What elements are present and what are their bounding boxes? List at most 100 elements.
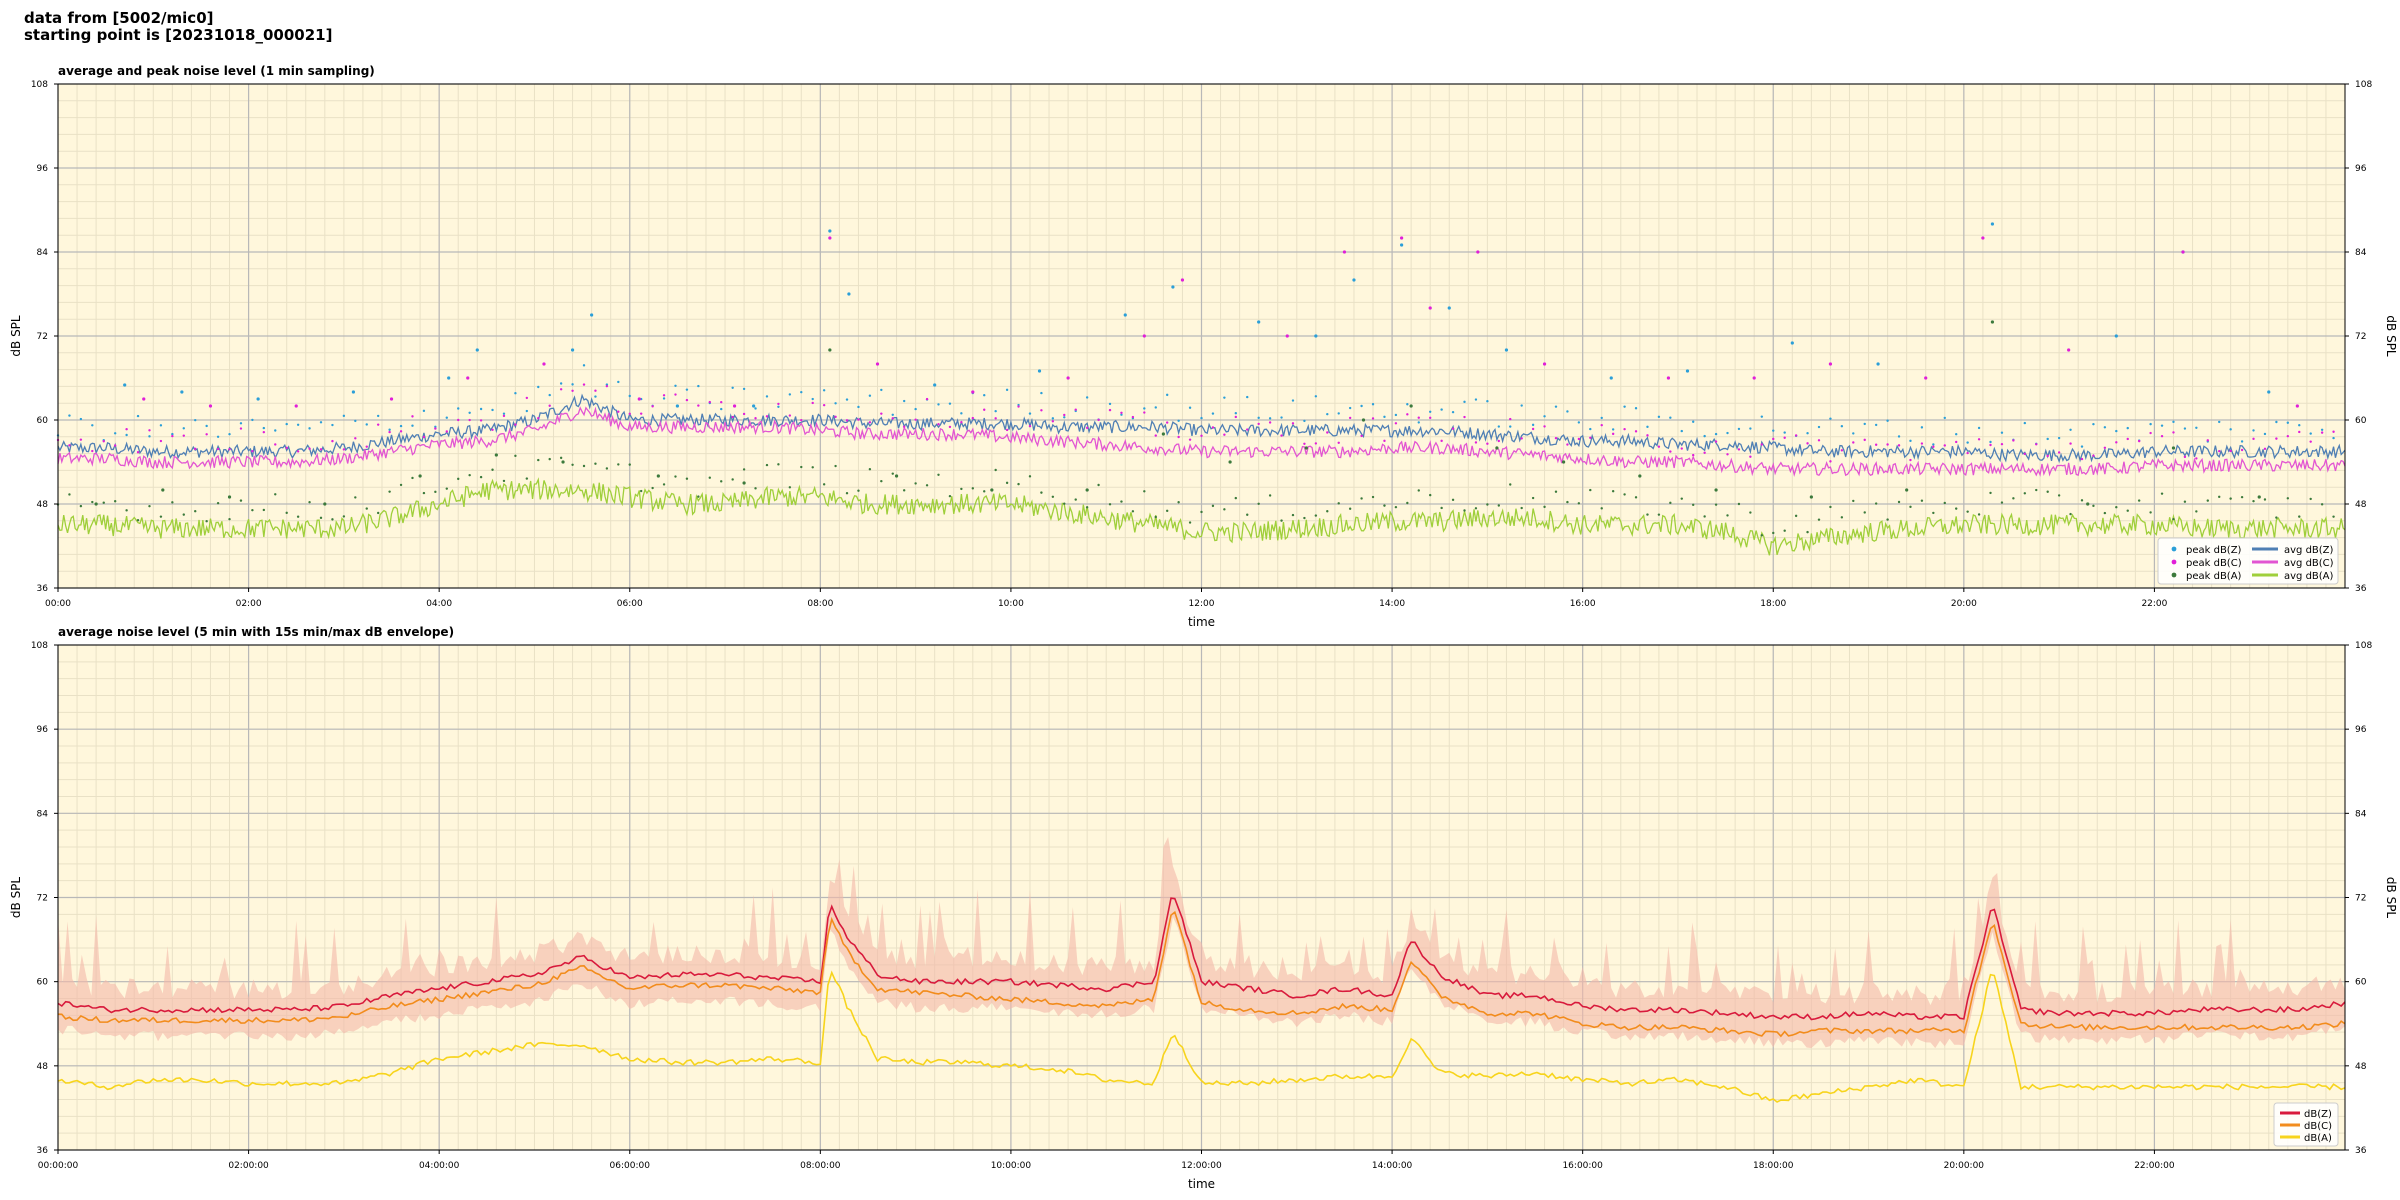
series-peak-db-a-: [56, 320, 2335, 537]
peak-point: [2286, 497, 2290, 500]
peak-point: [1623, 405, 1626, 408]
peak-point: [1017, 482, 1020, 486]
peak-point: [1211, 426, 1215, 429]
peak-point: [1429, 493, 1432, 497]
series-db-a-: [57, 970, 2346, 1103]
peak-point: [1280, 434, 1283, 437]
peak-point: [514, 454, 517, 458]
peak-point: [1966, 441, 1969, 444]
peak-point: [1726, 453, 1729, 456]
peak-point: [1352, 278, 1356, 282]
peak-point: [1509, 425, 1512, 428]
peak-point: [1737, 502, 1741, 506]
peak-point: [1955, 440, 1958, 444]
peak-point: [1440, 506, 1443, 510]
peak-point: [548, 404, 551, 407]
y-axis-label-right: dB SPL: [2384, 315, 2398, 357]
peak-point: [2298, 430, 2301, 434]
peak-point: [1520, 404, 1523, 407]
peak-point: [571, 389, 574, 392]
peak-point: [161, 488, 165, 492]
peak-point: [1589, 436, 1592, 439]
peak-point: [1486, 442, 1489, 445]
peak-point: [91, 424, 94, 427]
peak-point: [1188, 438, 1192, 441]
peak-point: [1097, 483, 1100, 487]
peak-point: [2069, 512, 2072, 516]
x-tick-label: 10:00:00: [991, 1161, 1032, 1171]
peak-point: [491, 408, 494, 412]
peak-point: [2023, 421, 2027, 425]
peak-point: [411, 476, 414, 480]
peak-point: [1246, 513, 1249, 516]
peak-point: [1809, 495, 1813, 499]
peak-point: [937, 403, 940, 406]
peak-point: [2172, 517, 2175, 521]
peak-point: [937, 422, 940, 426]
peak-point: [1989, 440, 1992, 444]
peak-point: [811, 401, 814, 405]
peak-point: [1028, 475, 1032, 478]
y-tick-label-left: 48: [37, 500, 49, 510]
peak-point: [891, 413, 894, 416]
peak-point: [1165, 393, 1169, 397]
peak-point: [2115, 506, 2118, 509]
peak-point: [1680, 497, 1683, 500]
peak-point: [2309, 497, 2312, 501]
peak-point: [1440, 408, 1443, 411]
peak-point: [765, 395, 769, 398]
peak-point: [79, 438, 83, 441]
peak-point: [1634, 407, 1638, 410]
peak-point: [685, 388, 689, 391]
peak-point: [1943, 444, 1946, 447]
peak-point: [205, 520, 208, 523]
peak-point: [845, 419, 849, 422]
peak-point: [1600, 507, 1603, 510]
peak-point: [1876, 362, 1880, 366]
peak-point: [925, 397, 929, 401]
peak-point: [685, 398, 689, 402]
peak-point: [971, 487, 974, 490]
y-tick-label-left: 48: [37, 1062, 49, 1072]
peak-point: [434, 427, 437, 430]
peak-point: [1063, 502, 1066, 505]
y-tick-label-right: 108: [2355, 80, 2372, 90]
peak-point: [262, 430, 266, 434]
peak-point: [1577, 421, 1581, 424]
peak-point: [1348, 416, 1352, 420]
peak-point: [1348, 406, 1352, 410]
peak-point: [411, 415, 414, 418]
peak-point: [1840, 516, 1844, 519]
peak-point: [1840, 449, 1844, 452]
x-tick-label: 16:00: [1570, 599, 1596, 609]
peak-point: [113, 432, 117, 435]
peak-point: [971, 390, 975, 394]
peak-point: [457, 477, 460, 481]
peak-point: [1051, 417, 1055, 420]
peak-point: [754, 417, 757, 420]
peak-point: [296, 450, 300, 453]
peak-point: [983, 408, 986, 411]
peak-point: [2240, 440, 2244, 443]
peak-point: [1234, 496, 1238, 500]
peak-point: [1005, 388, 1009, 392]
peak-point: [1108, 402, 1112, 406]
peak-point: [1783, 431, 1786, 434]
peak-point: [983, 394, 986, 397]
peak-point: [1314, 395, 1318, 398]
peak-point: [1040, 491, 1043, 494]
peak-point: [1874, 502, 1878, 505]
x-tick-label: 16:00:00: [1562, 1161, 1603, 1171]
peak-point: [2035, 488, 2038, 492]
peak-point: [2172, 431, 2175, 434]
peak-point: [1669, 416, 1672, 419]
peak-point: [354, 496, 357, 499]
peak-point: [834, 415, 837, 419]
peak-point: [1772, 531, 1775, 535]
peak-point: [2195, 457, 2198, 460]
peak-point: [2103, 511, 2107, 515]
peak-point: [182, 513, 185, 516]
peak-point: [342, 515, 346, 518]
peak-point: [1326, 412, 1329, 416]
